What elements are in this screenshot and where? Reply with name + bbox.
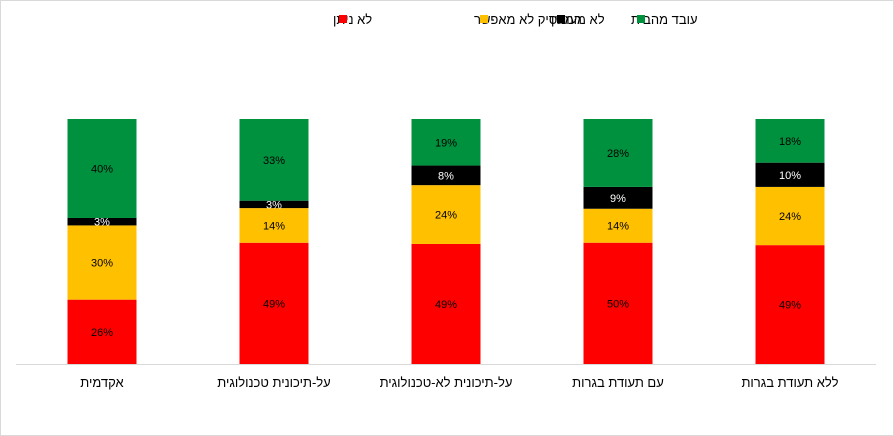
legend-label: לא ניתן — [333, 12, 372, 27]
data-label: 50% — [607, 298, 629, 310]
bar-segment — [411, 165, 481, 186]
bar-segment — [67, 217, 137, 226]
data-label: 24% — [435, 210, 457, 222]
bar-segment — [67, 119, 137, 218]
data-label: 24% — [779, 211, 801, 223]
bar-segment — [755, 162, 825, 187]
data-label: 49% — [263, 298, 285, 310]
legend-swatch — [557, 15, 565, 23]
legend-label: עובד מהבית — [631, 12, 698, 27]
data-label: 49% — [435, 299, 457, 311]
legend-swatch — [637, 15, 645, 23]
bar-segment — [239, 242, 309, 364]
legend-swatch — [339, 15, 347, 23]
bar-segment — [755, 245, 825, 364]
bar-segment — [411, 243, 481, 364]
data-label: 30% — [91, 258, 113, 270]
bar-segment — [239, 119, 309, 201]
data-label: 10% — [779, 170, 801, 182]
bar-segment — [583, 242, 653, 364]
bar-segment — [583, 186, 653, 209]
data-label: 18% — [779, 136, 801, 148]
data-label: 9% — [610, 193, 626, 205]
category-label: ללא תעודת בגרות — [741, 375, 838, 390]
data-label: 3% — [94, 217, 110, 229]
bar-segment — [67, 225, 137, 300]
bar-segment — [583, 119, 653, 187]
bar-segment — [583, 208, 653, 243]
category-label: אקדמית — [80, 375, 123, 390]
data-label: 3% — [266, 199, 282, 211]
category-label: על-תיכונית טכנולוגית — [217, 375, 330, 390]
category-label: על-תיכונית לא-טכנולוגית — [380, 375, 513, 390]
legend-label: המעסיק לא מאפשר — [474, 12, 582, 27]
data-label: 26% — [91, 327, 113, 339]
data-label: 8% — [438, 170, 454, 182]
bar-segment — [755, 119, 825, 163]
data-label: 14% — [263, 220, 285, 232]
bar-segment — [67, 299, 137, 364]
data-label: 28% — [607, 148, 629, 160]
bar-segment — [755, 186, 825, 246]
bar-segment — [239, 208, 309, 243]
category-labels: אקדמית על-תיכונית טכנולוגית על-תיכונית לא-… — [80, 375, 838, 390]
bars: 26% 30% 3% 40% 49% 14% 3% 33% 49% 24% 8% 19% 50% 14% 9… — [67, 119, 825, 364]
bar-segment — [411, 119, 481, 166]
data-label: 14% — [607, 221, 629, 233]
bar-segment — [411, 185, 481, 244]
legend-swatch — [480, 15, 488, 23]
data-label: 33% — [263, 155, 285, 167]
data-label: 19% — [435, 137, 457, 149]
data-label: 49% — [779, 300, 801, 312]
data-label: 40% — [91, 163, 113, 175]
category-label: עם תעודת בגרות — [572, 375, 664, 390]
bar-segment — [239, 200, 309, 209]
